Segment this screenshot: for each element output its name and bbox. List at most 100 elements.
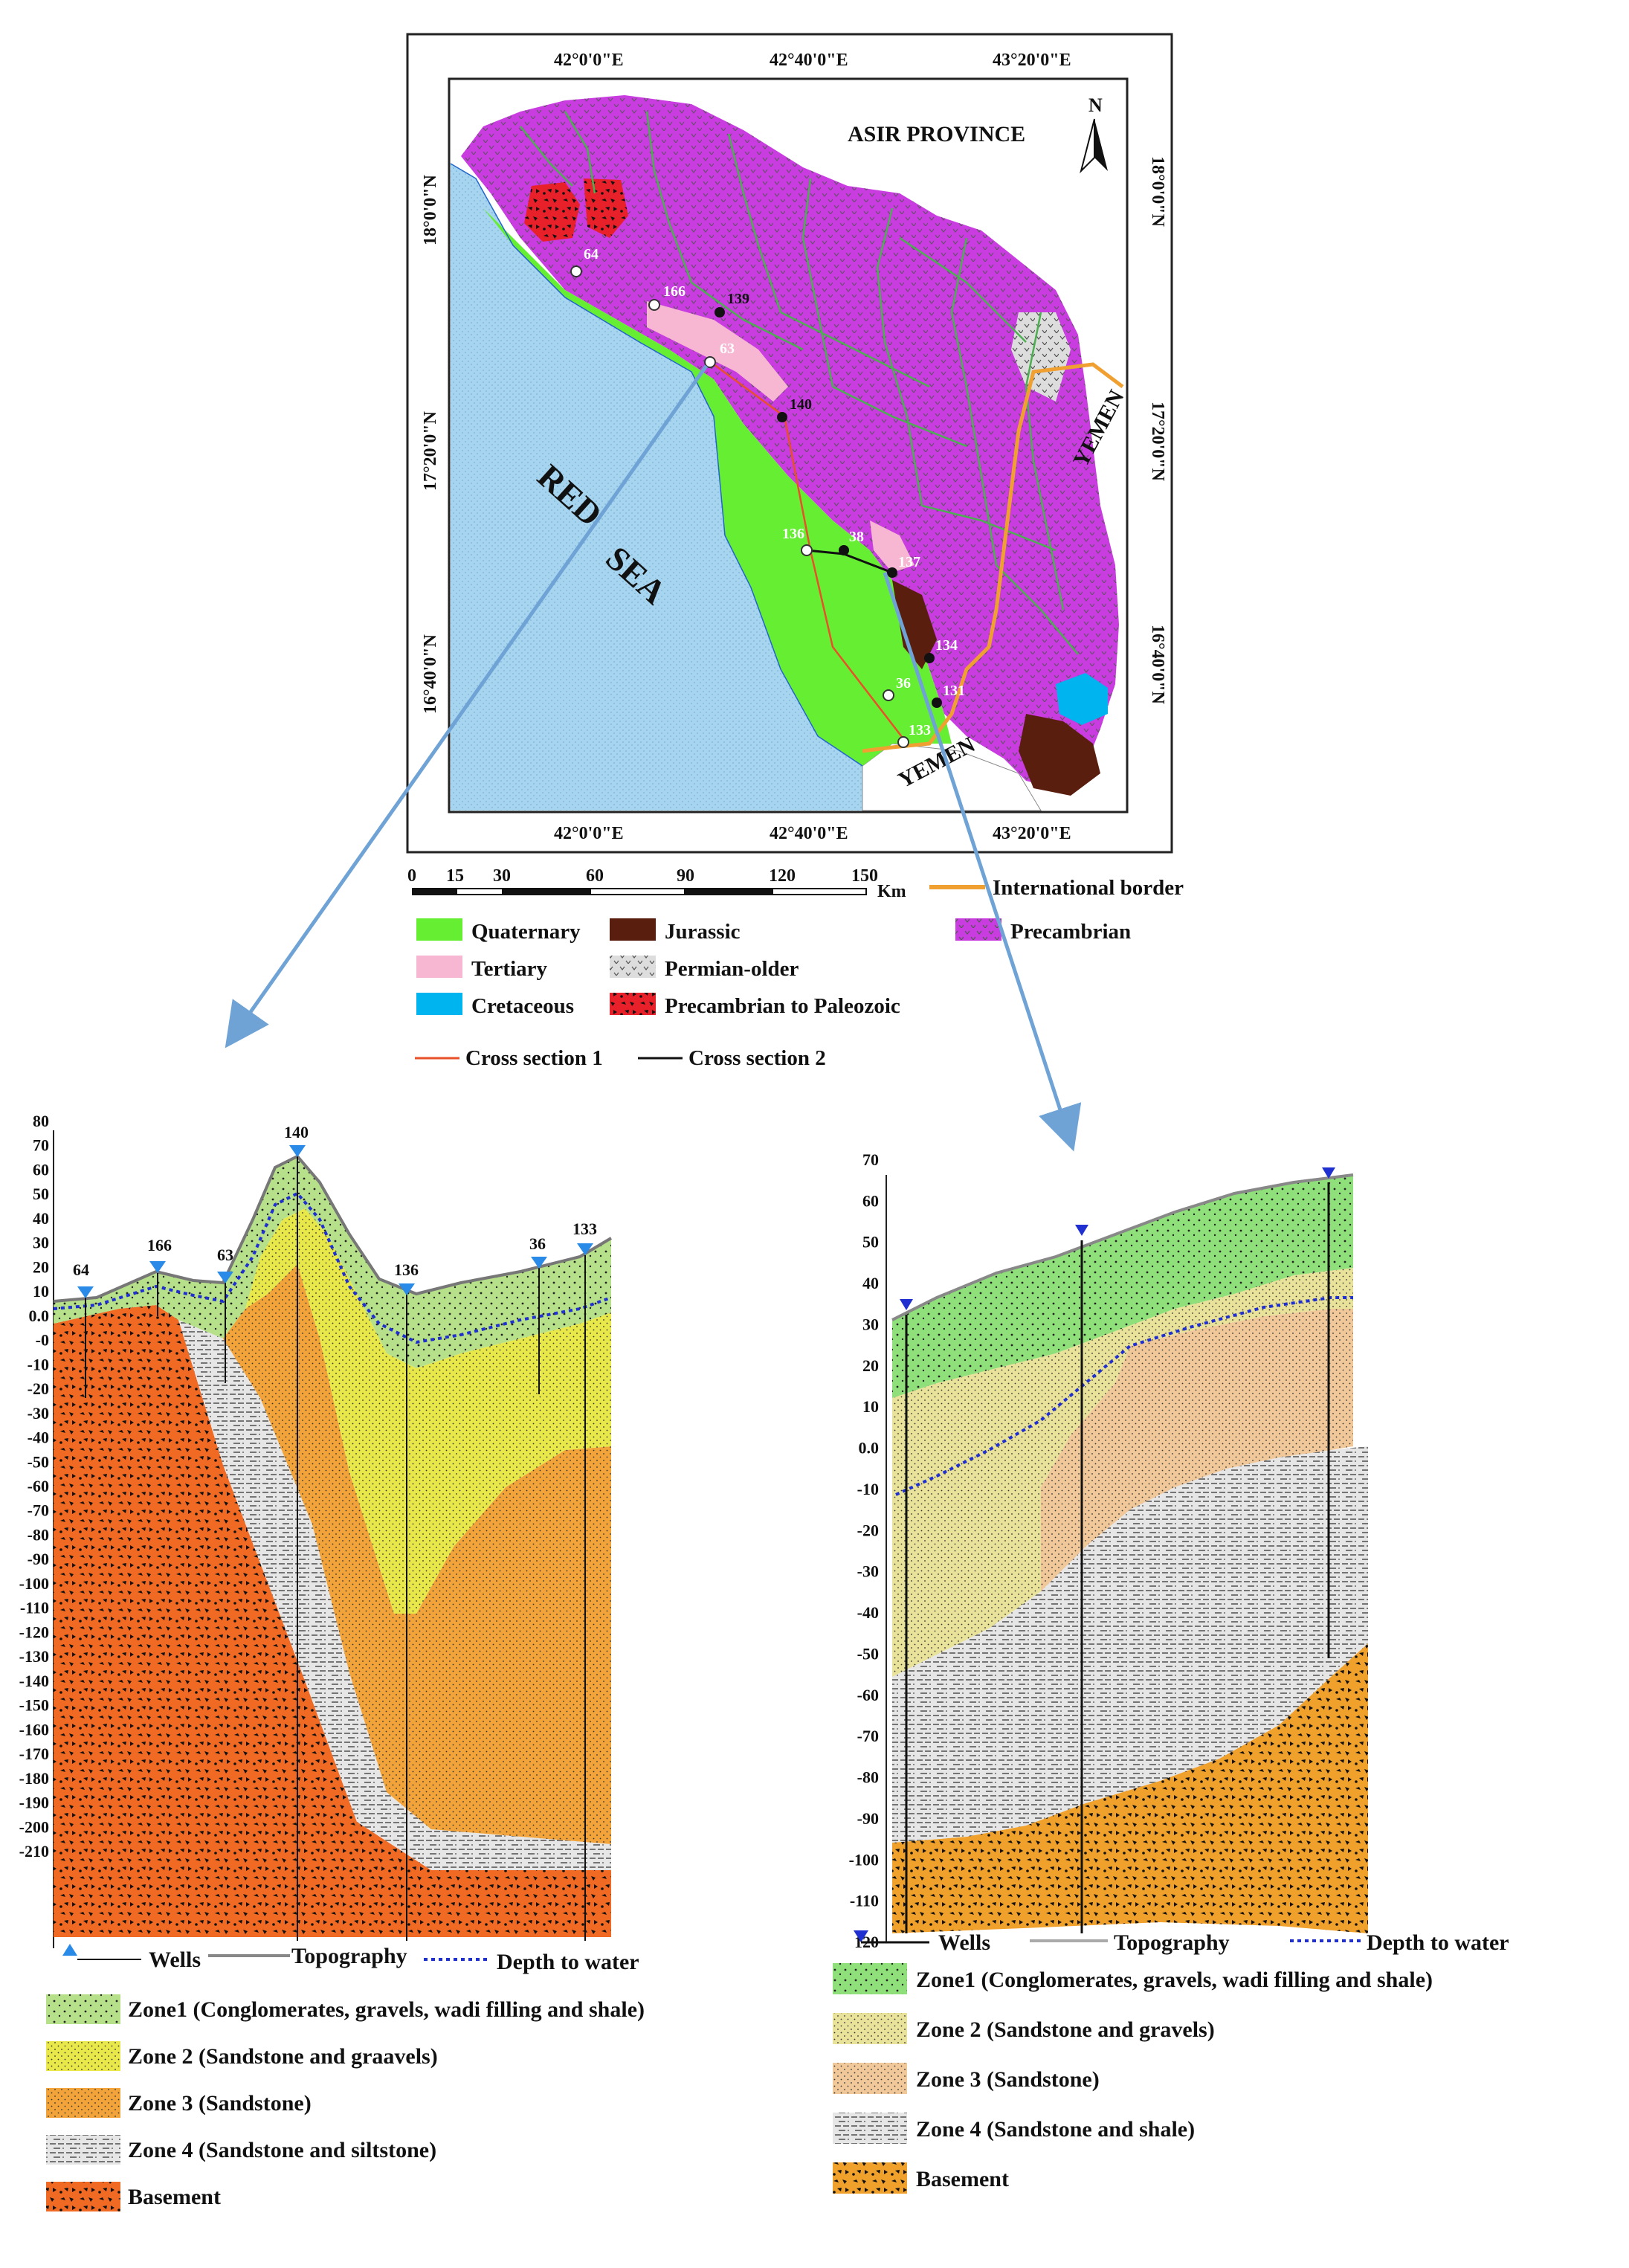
s2-basement-texture <box>892 1643 1368 1933</box>
s1-well-label: 166 <box>147 1236 172 1254</box>
map-wells <box>570 265 942 748</box>
lat-label: 16°40'0"N <box>421 634 440 714</box>
cross-section-2: 70 60 50 40 30 20 10 0.0 -10 -20 -30 -40 -50 -60 -70 -8… <box>833 1150 1509 2194</box>
permian-texture <box>1011 312 1071 402</box>
s1-y-tick-label: -0 <box>36 1331 49 1350</box>
s1-y-tick-label: 80 <box>33 1112 49 1130</box>
s1-y-tick-label: -130 <box>19 1647 49 1666</box>
map-well-marker <box>714 307 725 318</box>
s2-legend-zone4-label: Zone 4 (Sandstone and shale) <box>916 2117 1195 2142</box>
s1-legend-zone3-label: Zone 3 (Sandstone) <box>128 2091 312 2116</box>
s2-y-tick-label: -100 <box>849 1850 879 1869</box>
map-well-label: 136 <box>782 526 804 542</box>
s2-y-tick-label: 20 <box>862 1356 879 1375</box>
s2-topography-line <box>891 1173 1354 1321</box>
legend-precamb-paleo-label: Precambrian to Paleozoic <box>665 994 900 1018</box>
legend-jurassic-label: Jurassic <box>665 920 741 944</box>
arrow-to-section-2 <box>883 572 1082 1152</box>
map-well-label: 137 <box>898 554 920 570</box>
legend-permian-label: Permian-older <box>665 957 799 981</box>
s2-y-tick-label: -70 <box>857 1727 879 1745</box>
scale-tick: 60 <box>586 866 604 886</box>
lon-label: 42°0'0"E <box>554 824 624 843</box>
s1-water-table-line <box>53 1191 612 1344</box>
s1-legend-zone1-label: Zone1 (Conglomerates, gravels, wadi fill… <box>128 1997 645 2022</box>
international-border <box>862 362 1124 753</box>
s1-y-tick-label: -80 <box>28 1525 49 1544</box>
province-label: ASIR PROVINCE <box>848 122 1025 146</box>
map-well-marker <box>704 356 716 368</box>
scale-unit: Km <box>877 882 906 901</box>
s2-legend-topo-label: Topography <box>1114 1930 1230 1955</box>
s1-well-marker-icon <box>577 1243 593 1255</box>
s1-zone4-texture <box>178 1320 611 1870</box>
s2-y-tick-label: -90 <box>857 1809 879 1828</box>
s2-y-tick-label: 50 <box>862 1233 879 1251</box>
scale-tick: 0 <box>407 866 416 886</box>
s1-well-marker-icon <box>149 1261 166 1273</box>
s2-legend-zone2-label: Zone 2 (Sandstone and gravels) <box>916 2017 1215 2042</box>
latitude-labels-right: 18°0'0"N 17°20'0"N 16°40'0"N <box>1148 156 1167 705</box>
map-well-marker <box>897 736 909 748</box>
map-well-label: 133 <box>909 722 931 738</box>
scale-tick: 120 <box>769 866 796 886</box>
legend-quaternary-label: Quaternary <box>471 920 581 944</box>
s1-legend-wells-label: Wells <box>149 1948 201 1972</box>
s1-well-marker-icon <box>289 1145 306 1157</box>
lon-label: 42°40'0"E <box>770 824 848 843</box>
s2-y-tick-label: 0.0 <box>859 1439 880 1457</box>
precambrian-swatch-texture <box>955 918 1001 941</box>
map-well-marker <box>887 567 897 578</box>
s1-y-tick-label: -120 <box>19 1623 49 1641</box>
s1-well-marker-icon <box>217 1272 233 1283</box>
permian-swatch-texture <box>610 956 656 978</box>
north-label: N <box>1088 94 1103 116</box>
legend-border-label: International border <box>993 876 1184 900</box>
s1-well-lines <box>85 1156 586 1941</box>
s2-zone2-texture <box>892 1268 1353 1677</box>
arrow-to-section-1 <box>225 364 709 1048</box>
s1-y-tick-label: 70 <box>33 1136 49 1155</box>
s2-y-tick-label: 70 <box>862 1150 879 1169</box>
lon-label: 43°20'0"E <box>993 824 1071 843</box>
map-well-label: 36 <box>896 675 911 692</box>
map-well-marker <box>648 299 660 311</box>
s1-y-tick-label: -190 <box>19 1794 49 1812</box>
s2-legend-zone3-label: Zone 3 (Sandstone) <box>916 2067 1100 2092</box>
s1-y-tick-label: -100 <box>19 1574 49 1593</box>
s2-y-tick-label: -80 <box>857 1768 879 1787</box>
map-well-label: 166 <box>663 283 686 300</box>
s2-zone2-swatch-texture <box>833 2013 907 2044</box>
map-well-marker <box>570 265 582 277</box>
s2-well-markers <box>900 1167 1335 1310</box>
s1-y-tick-label: -60 <box>28 1477 49 1495</box>
s1-y-tick-label: 0.0 <box>29 1307 50 1325</box>
map-well-marker <box>883 689 894 701</box>
s1-well-marker-icon <box>399 1283 415 1295</box>
coastline <box>450 163 863 767</box>
s1-legend-zone4-label: Zone 4 (Sandstone and siltstone) <box>128 2138 436 2162</box>
s1-well-label: 140 <box>284 1123 309 1141</box>
s1-well-label: 64 <box>73 1260 89 1279</box>
map-well-label: 131 <box>943 683 965 699</box>
s1-y-tick-label: -200 <box>19 1817 49 1836</box>
s1-y-tick-label: 30 <box>33 1234 49 1252</box>
map-legend: International border Quaternary Jurassic… <box>415 876 1184 1070</box>
s1-y-tick-label: 10 <box>33 1282 49 1301</box>
tertiary-area-north <box>647 301 788 402</box>
drainage-network <box>520 111 1079 655</box>
map-well-label: 63 <box>720 341 735 357</box>
red-sea-texture <box>451 164 862 811</box>
map-well-label: 64 <box>584 246 599 262</box>
lon-label: 42°40'0"E <box>770 51 848 70</box>
s1-y-tick-label: -180 <box>19 1769 49 1788</box>
study-area-map: 64 166 139 63 140 136 38 137 134 36 131 … <box>406 33 1184 1070</box>
s1-y-tick-label: 20 <box>33 1257 49 1276</box>
s1-legend-water-label: Depth to water <box>497 1950 639 1974</box>
s2-y-tick-label: -20 <box>857 1521 879 1539</box>
precamb-paleo-swatch-texture <box>610 993 656 1015</box>
s1-y-tick-label: -170 <box>19 1745 49 1763</box>
s1-basement-swatch-texture <box>46 2182 120 2211</box>
s1-well-label: 63 <box>217 1246 233 1264</box>
